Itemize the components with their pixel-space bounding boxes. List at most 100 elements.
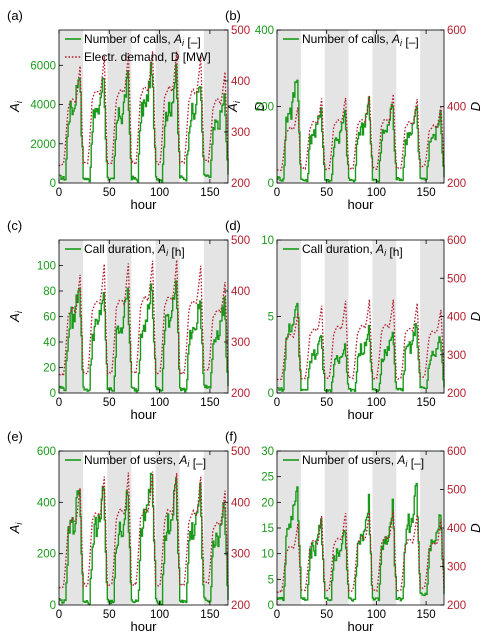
y2-tick-label: 500: [231, 235, 250, 247]
night-band: [203, 30, 228, 183]
chart-panel: 0 50 100 150 0 5 10 200 300 400 500 600 (d) hour D Call…: [225, 218, 483, 422]
night-band: [203, 451, 228, 605]
y2-tick-label: 200: [447, 388, 466, 400]
x-axis-label: hour: [130, 407, 157, 422]
legend-label: Call duration, Ai [h]: [84, 242, 185, 259]
panel-label: (c): [7, 218, 22, 233]
x-tick-label: 50: [320, 397, 333, 409]
x-axis-label: hour: [130, 197, 157, 212]
chart-panel: 0 50 100 150 0 2000 4000 6000 200 300 400 500 (a) hou…: [7, 8, 267, 212]
y-tick-label: 100: [37, 261, 56, 273]
y2-tick-label: 600: [447, 446, 466, 458]
x-tick-label: 100: [367, 187, 386, 199]
y-tick-label: 400: [37, 497, 56, 509]
night-band: [420, 30, 444, 183]
x-tick-label: 150: [417, 187, 436, 199]
night-band: [59, 451, 84, 605]
y-tick-label: 20: [43, 363, 56, 375]
y2-tick-label: 300: [447, 562, 466, 574]
night-band: [107, 240, 132, 393]
night-band: [324, 240, 349, 393]
y-axis-label: Ai: [7, 522, 24, 535]
series-line-d: [58, 51, 229, 167]
x-tick-label: 100: [367, 397, 386, 409]
series-line-d: [276, 509, 445, 594]
night-band: [107, 30, 132, 183]
y2-axis-label: D: [468, 523, 483, 532]
y-tick-label: 400: [255, 25, 274, 37]
y2-tick-label: 500: [231, 446, 250, 458]
plot-frame: [276, 29, 445, 184]
x-tick-label: 150: [200, 609, 219, 621]
y-tick-label: 0: [268, 388, 274, 400]
y2-axis-label: D: [252, 102, 267, 111]
night-band: [324, 30, 349, 183]
y-tick-label: 2000: [30, 139, 56, 151]
series-line-d: [276, 94, 445, 172]
y-tick-label: 4000: [30, 100, 56, 112]
x-axis-label: hour: [347, 619, 374, 634]
y2-tick-label: 400: [447, 102, 466, 114]
series-line-a: [59, 472, 229, 606]
y2-tick-label: 200: [447, 600, 466, 612]
night-band: [372, 451, 397, 605]
x-tick-label: 0: [56, 609, 62, 621]
x-tick-label: 150: [200, 397, 219, 409]
x-tick-label: 100: [150, 609, 169, 621]
y-axis-label: Ai: [7, 100, 24, 113]
y2-tick-label: 400: [231, 76, 250, 88]
night-band: [324, 451, 349, 605]
x-axis-label: hour: [347, 407, 374, 422]
legend-label: Number of calls, Ai [–]: [84, 32, 201, 49]
night-band: [277, 240, 301, 393]
y2-tick-label: 500: [447, 485, 466, 497]
y-tick-label: 0: [268, 178, 274, 190]
x-tick-label: 0: [274, 397, 280, 409]
chart-panel: 0 50 100 150 0 5 10 15 20 25 30 200 300 400 500 600 (f) h…: [225, 429, 483, 634]
y2-tick-label: 300: [231, 127, 250, 139]
y2-tick-label: 400: [447, 523, 466, 535]
y2-tick-label: 200: [231, 600, 250, 612]
x-tick-label: 150: [417, 397, 436, 409]
panel-label: (f): [225, 429, 237, 444]
y2-tick-label: 200: [447, 178, 466, 190]
y-tick-label: 10: [261, 549, 274, 561]
legend-label: Number of calls, Ai [–]: [302, 32, 419, 49]
series-line-d: [276, 299, 445, 381]
y-tick-label: 25: [261, 472, 274, 484]
y-tick-label: 10: [261, 235, 274, 247]
y-tick-label: 5: [268, 574, 274, 586]
y-tick-label: 60: [43, 312, 56, 324]
night-band: [372, 240, 397, 393]
y-tick-label: 15: [261, 523, 274, 535]
night-band: [59, 240, 84, 393]
x-tick-label: 50: [103, 397, 116, 409]
y2-tick-label: 500: [231, 25, 250, 37]
x-tick-label: 50: [103, 187, 116, 199]
x-tick-label: 100: [150, 187, 169, 199]
y2-tick-label: 200: [231, 388, 250, 400]
y-tick-label: 20: [261, 497, 274, 509]
legend-label: Number of users, Ai [–]: [302, 453, 424, 470]
y-tick-label: 6000: [30, 60, 56, 72]
night-band: [372, 30, 397, 183]
x-tick-label: 100: [150, 397, 169, 409]
legend-label: Electr. demand, D [MW]: [84, 50, 211, 64]
y-tick-label: 0: [50, 600, 56, 612]
y2-tick-label: 600: [447, 235, 466, 247]
y2-axis-label: D: [468, 312, 483, 321]
y-tick-label: 80: [43, 286, 56, 298]
y-tick-label: 30: [261, 446, 274, 458]
x-tick-label: 50: [320, 609, 333, 621]
x-tick-label: 150: [200, 187, 219, 199]
x-tick-label: 0: [56, 187, 62, 199]
chart-panel: 0 50 100 150 0 200 400 200 400 600 (b) hour Ai D Numbe…: [225, 8, 483, 212]
legend-label: Call duration, Ai [h]: [302, 242, 403, 259]
y2-tick-label: 600: [447, 25, 466, 37]
panel-label: (d): [225, 218, 241, 233]
plot-frame: [58, 29, 229, 184]
x-tick-label: 50: [320, 187, 333, 199]
night-band: [277, 30, 301, 183]
x-axis-label: hour: [130, 619, 157, 634]
